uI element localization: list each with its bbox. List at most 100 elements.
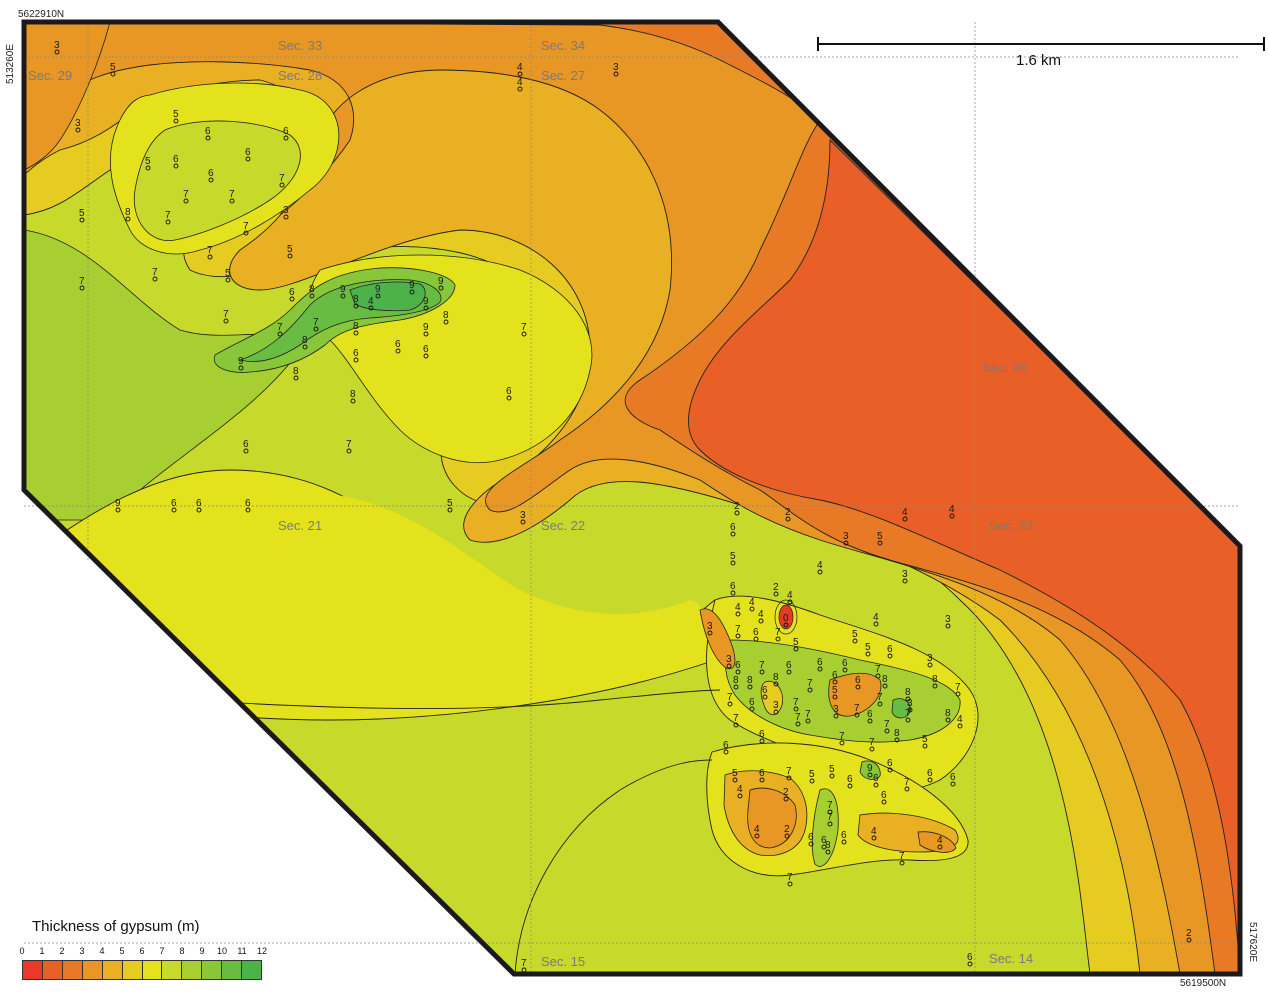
well-marker xyxy=(208,177,214,183)
well-thickness-label: 6 xyxy=(208,168,214,179)
well-thickness-label: 3 xyxy=(773,700,779,711)
well-marker xyxy=(793,706,799,712)
well-thickness-label: 7 xyxy=(277,322,283,333)
section-label: Sec. 34 xyxy=(541,38,585,53)
well-thickness-label: 7 xyxy=(884,719,890,730)
well-marker xyxy=(79,217,85,223)
well-marker xyxy=(902,578,908,584)
section-label: Sec. 15 xyxy=(541,954,585,969)
legend-tick-label: 2 xyxy=(59,946,65,956)
well-marker xyxy=(809,778,815,784)
well-thickness-label: 8 xyxy=(350,389,356,400)
well-marker xyxy=(884,728,890,734)
well-thickness-label: 6 xyxy=(927,768,933,779)
well-marker xyxy=(865,651,871,657)
well-thickness-label: 2 xyxy=(785,507,791,518)
well-thickness-label: 9 xyxy=(409,280,415,291)
well-thickness-label: 8 xyxy=(773,672,779,683)
section-label: Sec. 27 xyxy=(541,68,585,83)
well-thickness-label: 5 xyxy=(922,734,928,745)
well-marker xyxy=(279,182,285,188)
well-marker xyxy=(808,841,814,847)
well-thickness-label: 8 xyxy=(733,675,739,686)
coord-label-east-right: 517620E xyxy=(1247,922,1258,963)
scale-bar-label: 1.6 km xyxy=(1016,52,1062,69)
well-thickness-label: 4 xyxy=(517,62,523,73)
well-thickness-label: 3 xyxy=(75,118,81,129)
well-thickness-label: 7 xyxy=(869,737,875,748)
well-marker xyxy=(833,713,839,719)
well-marker xyxy=(238,365,244,371)
well-thickness-label: 3 xyxy=(707,621,713,632)
well-thickness-label: 6 xyxy=(243,439,249,450)
well-thickness-label: 8 xyxy=(894,728,900,739)
well-marker xyxy=(967,961,973,967)
legend-swatch xyxy=(142,961,163,979)
legend-tick-label: 7 xyxy=(159,946,165,956)
well-marker xyxy=(287,253,293,259)
well-marker xyxy=(245,507,251,513)
well-marker xyxy=(949,513,955,519)
well-thickness-label: 7 xyxy=(877,692,883,703)
well-thickness-label: 3 xyxy=(945,614,951,625)
well-thickness-label: 6 xyxy=(353,348,359,359)
well-marker xyxy=(353,357,359,363)
well-marker xyxy=(945,717,951,723)
well-marker xyxy=(945,623,951,629)
section-label: Sec. 21 xyxy=(278,518,322,533)
well-marker xyxy=(520,519,526,525)
well-thickness-label: 4 xyxy=(817,560,823,571)
well-thickness-label: 7 xyxy=(827,812,833,823)
well-thickness-label: 7 xyxy=(805,709,811,720)
well-thickness-label: 6 xyxy=(753,627,759,638)
well-marker xyxy=(937,844,943,850)
well-marker xyxy=(368,305,374,311)
well-thickness-label: 6 xyxy=(173,154,179,165)
well-thickness-label: 4 xyxy=(902,507,908,518)
well-thickness-label: 7 xyxy=(183,189,189,200)
well-marker xyxy=(346,448,352,454)
well-thickness-label: 3 xyxy=(283,205,289,216)
well-marker xyxy=(506,395,512,401)
well-thickness-label: 4 xyxy=(735,602,741,613)
well-thickness-label: 3 xyxy=(726,654,732,665)
well-thickness-label: 6 xyxy=(283,126,289,137)
well-marker xyxy=(773,709,779,715)
well-marker xyxy=(957,723,963,729)
well-marker xyxy=(775,636,781,642)
well-thickness-label: 8 xyxy=(353,321,359,332)
well-marker xyxy=(517,86,523,92)
well-marker xyxy=(873,782,879,788)
well-thickness-label: 5 xyxy=(829,764,835,775)
well-marker xyxy=(110,71,116,77)
well-marker xyxy=(902,516,908,522)
well-marker xyxy=(423,353,429,359)
well-thickness-label: 7 xyxy=(279,173,285,184)
well-thickness-label: 2 xyxy=(784,824,790,835)
well-marker xyxy=(735,633,741,639)
well-marker xyxy=(894,737,900,743)
well-thickness-label: 7 xyxy=(313,317,319,328)
well-thickness-label: 5 xyxy=(832,685,838,696)
well-marker xyxy=(759,669,765,675)
legend-tick-label: 4 xyxy=(99,946,105,956)
well-thickness-label: 7 xyxy=(786,766,792,777)
well-thickness-label: 5 xyxy=(730,551,736,562)
well-thickness-label: 9 xyxy=(375,284,381,295)
well-thickness-label: 6 xyxy=(730,581,736,592)
legend-swatch xyxy=(23,961,43,979)
section-grid xyxy=(24,22,1240,974)
well-thickness-label: 7 xyxy=(229,189,235,200)
well-marker xyxy=(875,673,881,679)
well-marker xyxy=(730,590,736,596)
well-marker xyxy=(309,293,315,299)
well-marker xyxy=(786,775,792,781)
well-marker xyxy=(79,285,85,291)
section-label: Sec. 22 xyxy=(541,518,585,533)
well-marker xyxy=(375,293,381,299)
well-thickness-label: 7 xyxy=(733,713,739,724)
well-marker xyxy=(785,516,791,522)
well-thickness-label: 6 xyxy=(841,830,847,841)
well-thickness-label: 4 xyxy=(787,590,793,601)
well-marker xyxy=(795,721,801,727)
